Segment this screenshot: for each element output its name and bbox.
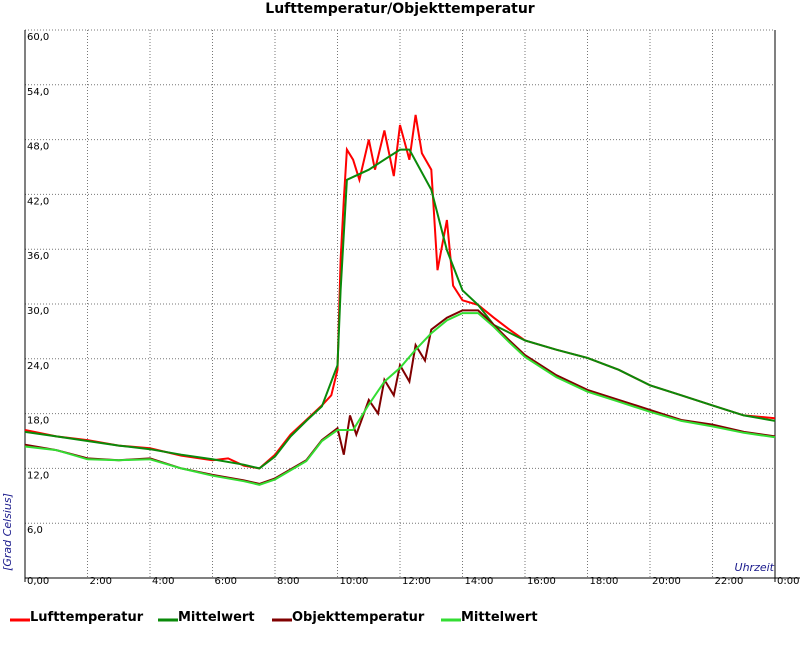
x-tick-label: 20:00 — [652, 576, 681, 587]
y-tick-label: 54,0 — [27, 87, 49, 98]
legend-label: Lufttemperatur — [30, 610, 144, 625]
x-tick-label: 8:00 — [277, 576, 299, 587]
y-tick-label: 42,0 — [27, 196, 49, 207]
y-tick-label: 18,0 — [27, 416, 49, 427]
x-tick-label: 2:00 — [90, 576, 112, 587]
legend-label: Objekttemperatur — [292, 610, 425, 625]
y-tick-label: 24,0 — [27, 361, 49, 372]
y-tick-label: 12,0 — [27, 470, 49, 481]
y-tick-label: 48,0 — [27, 142, 49, 153]
y-tick-label: 30,0 — [27, 306, 49, 317]
x-tick-label: 16:00 — [527, 576, 556, 587]
x-tick-label: 10:00 — [340, 576, 369, 587]
series-line — [24, 312, 776, 486]
y-axis-label: [Grad Celsius] — [1, 493, 14, 571]
y-tick-label: 60,0 — [27, 32, 49, 43]
series-line — [24, 148, 776, 470]
x-tick-label: 18:00 — [590, 576, 619, 587]
x-tick-label: 22:00 — [715, 576, 744, 587]
x-tick-label: 6:00 — [215, 576, 237, 587]
x-tick-label: 12:00 — [402, 576, 431, 587]
y-tick-label: 6,0 — [27, 525, 43, 536]
x-tick-label: 4:00 — [152, 576, 174, 587]
legend-label: Mittelwert — [178, 610, 255, 625]
x-tick-label: 14:00 — [465, 576, 494, 587]
x-tick-label: 0:00 — [777, 576, 799, 587]
x-axis-label: Uhrzeit — [735, 561, 775, 574]
legend-label: Mittelwert — [461, 610, 538, 625]
chart-title: Lufttemperatur/Objekttemperatur — [265, 1, 535, 17]
x-tick-label: 0,00 — [27, 576, 49, 587]
y-tick-label: 36,0 — [27, 251, 49, 262]
